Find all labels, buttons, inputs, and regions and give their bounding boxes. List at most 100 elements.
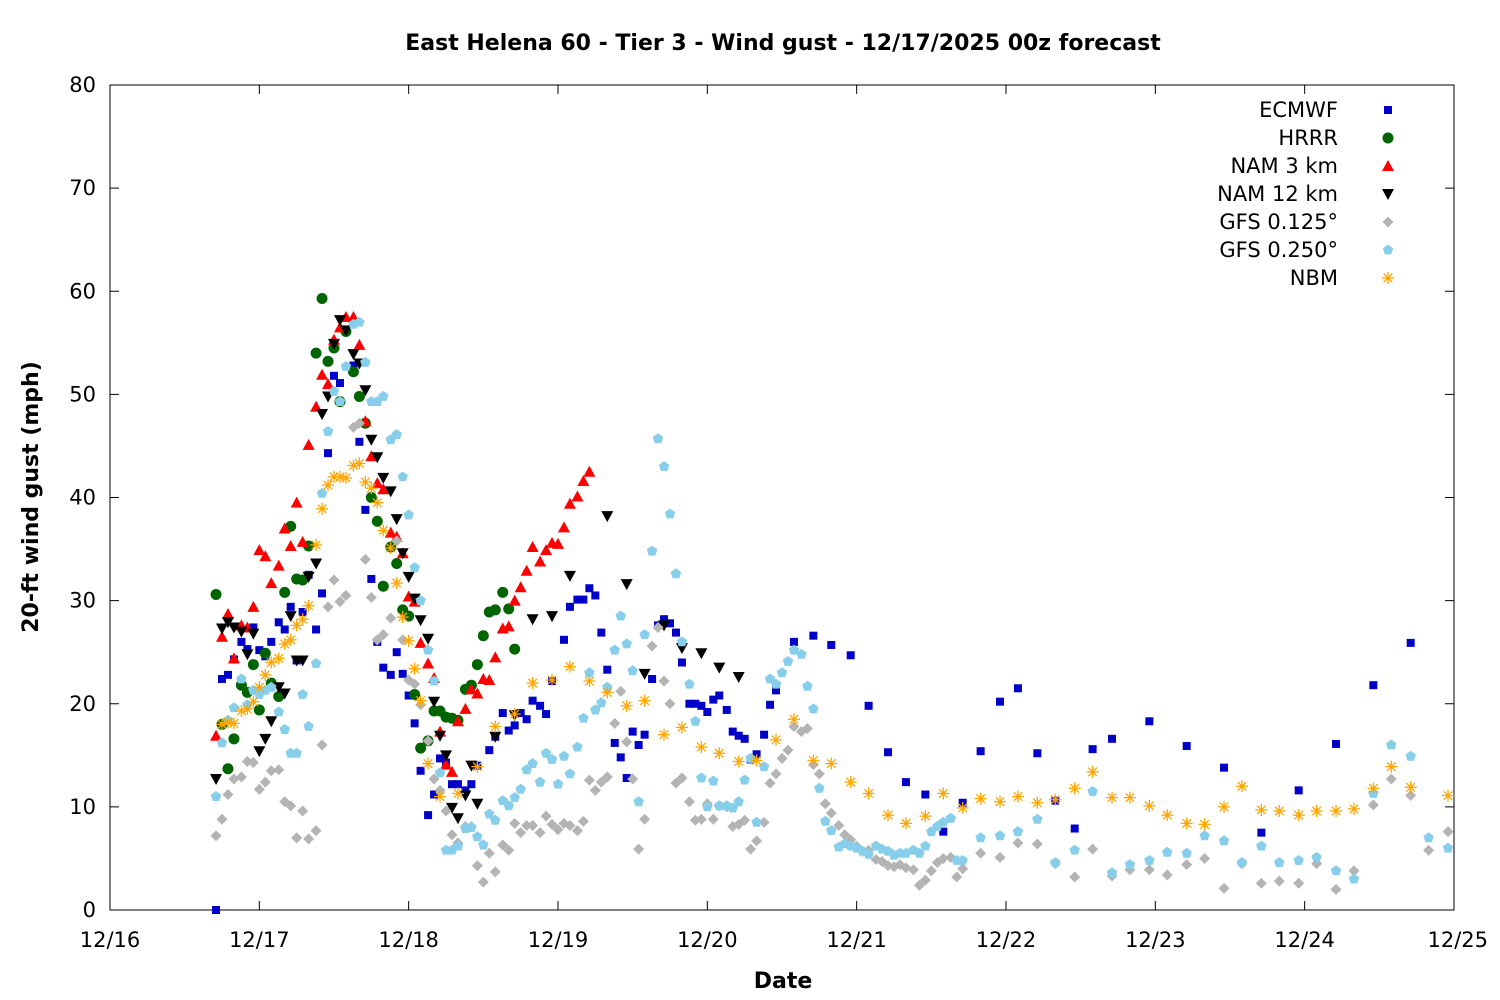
data-point xyxy=(839,829,851,841)
x-tick-label: 12/21 xyxy=(826,928,887,952)
x-tick-label: 12/17 xyxy=(229,928,290,952)
data-point xyxy=(1385,760,1398,773)
data-point xyxy=(528,696,537,705)
data-point xyxy=(776,667,788,678)
data-point xyxy=(1182,742,1191,751)
legend-marker xyxy=(1382,216,1394,228)
data-point xyxy=(259,776,271,788)
data-point xyxy=(652,433,664,444)
y-tick-label: 40 xyxy=(69,486,96,510)
data-point xyxy=(253,783,265,795)
data-point xyxy=(279,724,290,734)
data-point xyxy=(552,824,564,836)
data-point xyxy=(322,601,334,613)
data-point xyxy=(919,810,932,823)
data-point xyxy=(1256,840,1267,851)
data-point xyxy=(925,865,937,877)
legend-label: NBM xyxy=(1290,266,1338,290)
data-point xyxy=(509,817,521,829)
data-point xyxy=(976,747,985,756)
data-point xyxy=(572,741,583,752)
data-point xyxy=(467,780,476,789)
data-point xyxy=(430,790,439,799)
data-point xyxy=(1257,828,1266,837)
data-point xyxy=(297,689,308,699)
data-point xyxy=(391,535,403,547)
data-point xyxy=(516,709,525,718)
data-point xyxy=(739,814,751,826)
data-point xyxy=(620,699,633,712)
data-point xyxy=(546,674,559,687)
data-point xyxy=(628,727,637,736)
data-point xyxy=(247,757,259,769)
data-point xyxy=(1218,835,1230,846)
data-point xyxy=(658,728,671,741)
data-point xyxy=(589,784,601,796)
data-point xyxy=(489,604,501,616)
data-point xyxy=(465,683,478,695)
data-point xyxy=(820,815,831,826)
data-point xyxy=(571,825,583,837)
data-point xyxy=(235,771,247,783)
data-point xyxy=(397,471,408,482)
data-point xyxy=(267,637,276,646)
data-point xyxy=(379,663,388,672)
data-point xyxy=(957,855,968,865)
data-point xyxy=(540,747,552,758)
data-point xyxy=(1405,790,1417,802)
data-point xyxy=(227,717,240,730)
data-point xyxy=(695,813,707,825)
x-tick-label: 12/16 xyxy=(80,928,141,952)
data-point xyxy=(696,772,707,783)
data-point xyxy=(266,681,277,692)
data-point xyxy=(436,754,445,763)
data-point xyxy=(514,581,527,593)
data-point xyxy=(751,835,763,847)
data-point xyxy=(540,544,553,556)
y-tick-label: 30 xyxy=(69,589,96,613)
data-point xyxy=(216,737,228,748)
data-point xyxy=(259,668,272,681)
data-point xyxy=(813,768,825,780)
data-point xyxy=(807,754,820,767)
data-point xyxy=(312,625,321,634)
data-point xyxy=(639,813,651,825)
data-point xyxy=(434,790,447,803)
data-point xyxy=(658,620,671,632)
data-point xyxy=(601,686,614,699)
data-point xyxy=(610,738,619,747)
data-point xyxy=(527,758,538,768)
data-point xyxy=(752,750,761,759)
data-point xyxy=(265,577,278,589)
data-point xyxy=(1218,800,1231,813)
data-point xyxy=(1068,782,1081,795)
data-point xyxy=(1423,844,1435,856)
data-point xyxy=(349,361,358,370)
data-point xyxy=(627,773,639,785)
data-point xyxy=(445,802,458,814)
data-point xyxy=(585,584,594,593)
data-point xyxy=(1348,873,1360,884)
data-point xyxy=(584,667,595,678)
data-point xyxy=(384,526,397,538)
data-point xyxy=(424,811,433,820)
data-point xyxy=(365,482,378,495)
data-point xyxy=(677,658,686,667)
data-point xyxy=(210,830,222,842)
data-series xyxy=(210,292,1455,914)
data-point xyxy=(557,521,570,533)
data-point xyxy=(615,610,626,621)
legend-marker xyxy=(1382,272,1394,284)
data-point xyxy=(278,522,291,534)
data-point xyxy=(359,553,371,565)
data-point xyxy=(1404,781,1417,794)
data-point xyxy=(764,777,776,789)
data-point xyxy=(484,808,495,819)
data-point xyxy=(919,874,931,886)
data-point xyxy=(579,595,588,604)
data-point xyxy=(353,417,365,429)
data-point xyxy=(1124,859,1136,870)
data-point xyxy=(776,752,788,764)
